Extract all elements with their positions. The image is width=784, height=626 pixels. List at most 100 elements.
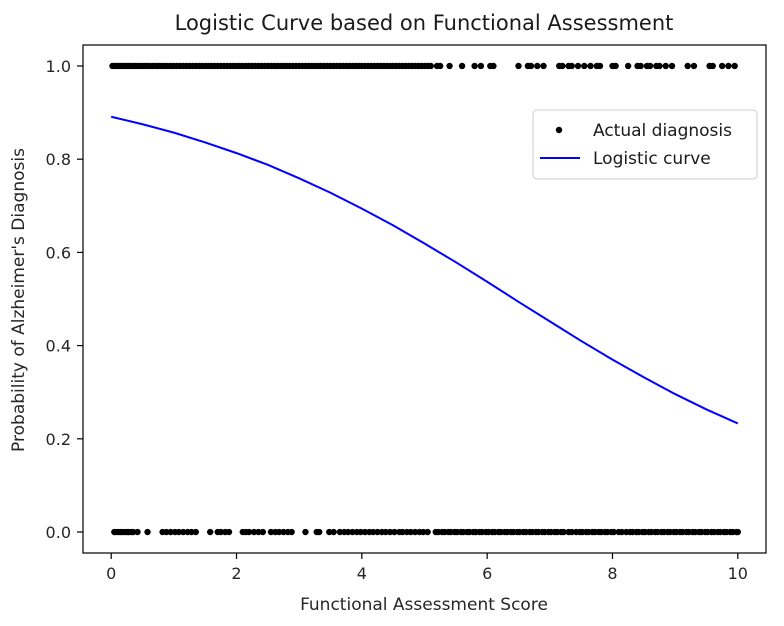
data-point-diagnosis-0 bbox=[420, 528, 427, 536]
data-point-diagnosis-1 bbox=[662, 62, 669, 70]
y-tick-label: 0.4 bbox=[46, 337, 71, 356]
x-tick-label: 4 bbox=[357, 564, 367, 583]
data-point-diagnosis-1 bbox=[477, 62, 485, 70]
data-point-diagnosis-0 bbox=[734, 528, 742, 536]
data-point-diagnosis-0 bbox=[424, 528, 431, 536]
data-point-diagnosis-1 bbox=[559, 62, 566, 70]
data-point-diagnosis-0 bbox=[225, 528, 233, 536]
data-point-diagnosis-1 bbox=[624, 62, 632, 70]
data-point-diagnosis-1 bbox=[612, 62, 619, 70]
data-point-diagnosis-0 bbox=[180, 528, 187, 536]
data-point-diagnosis-0 bbox=[610, 528, 617, 536]
data-point-diagnosis-1 bbox=[596, 62, 604, 70]
data-point-diagnosis-0 bbox=[369, 528, 377, 536]
data-point-diagnosis-1 bbox=[690, 62, 698, 70]
data-point-diagnosis-1 bbox=[646, 62, 654, 70]
legend-label-logistic-curve: Logistic curve bbox=[593, 149, 711, 169]
data-point-diagnosis-1 bbox=[534, 62, 541, 70]
data-point-diagnosis-0 bbox=[302, 528, 309, 536]
logistic-curve-line bbox=[110, 115, 739, 425]
data-point-diagnosis-0 bbox=[374, 528, 381, 536]
data-point-diagnosis-0 bbox=[280, 528, 287, 536]
data-point-diagnosis-0 bbox=[207, 528, 214, 536]
data-point-diagnosis-1 bbox=[656, 62, 663, 70]
x-axis-label: Functional Assessment Score bbox=[300, 595, 548, 615]
data-point-diagnosis-0 bbox=[357, 528, 364, 536]
x-tick-label: 8 bbox=[607, 564, 617, 583]
legend-marker-actual-diagnosis bbox=[555, 126, 563, 134]
data-point-diagnosis-0 bbox=[399, 528, 406, 536]
data-point-diagnosis-0 bbox=[192, 528, 199, 536]
data-point-diagnosis-1 bbox=[574, 62, 582, 70]
data-point-diagnosis-1 bbox=[515, 62, 522, 70]
y-tick-label: 1.0 bbox=[46, 57, 71, 76]
data-point-diagnosis-1 bbox=[581, 62, 588, 70]
data-point-diagnosis-1 bbox=[436, 62, 444, 70]
data-point-diagnosis-0 bbox=[267, 528, 275, 536]
x-tick-label: 2 bbox=[231, 564, 241, 583]
line-layer bbox=[110, 115, 739, 425]
data-point-diagnosis-1 bbox=[709, 62, 716, 70]
data-point-diagnosis-0 bbox=[259, 528, 267, 536]
data-point-diagnosis-0 bbox=[391, 528, 398, 536]
x-tick-label: 0 bbox=[106, 564, 116, 583]
legend-label-actual-diagnosis: Actual diagnosis bbox=[593, 121, 732, 141]
data-point-diagnosis-0 bbox=[618, 528, 626, 536]
data-point-diagnosis-0 bbox=[250, 528, 258, 536]
data-point-diagnosis-0 bbox=[344, 528, 352, 536]
data-point-diagnosis-0 bbox=[163, 528, 170, 536]
data-point-diagnosis-0 bbox=[288, 528, 295, 536]
data-point-diagnosis-1 bbox=[427, 62, 434, 70]
data-point-diagnosis-1 bbox=[731, 62, 738, 70]
data-point-diagnosis-1 bbox=[684, 62, 691, 70]
scatter-layer bbox=[109, 62, 742, 536]
data-point-diagnosis-1 bbox=[458, 62, 466, 70]
data-point-diagnosis-0 bbox=[361, 528, 369, 536]
data-point-diagnosis-0 bbox=[316, 528, 323, 536]
data-point-diagnosis-0 bbox=[386, 528, 394, 536]
data-point-diagnosis-1 bbox=[490, 62, 497, 70]
data-point-diagnosis-0 bbox=[167, 528, 174, 536]
x-tick-label: 6 bbox=[482, 564, 492, 583]
legend: Actual diagnosis Logistic curve bbox=[532, 109, 758, 180]
y-tick-label: 0.0 bbox=[46, 523, 71, 542]
data-point-diagnosis-0 bbox=[188, 528, 195, 536]
data-point-diagnosis-1 bbox=[527, 62, 535, 70]
data-point-diagnosis-0 bbox=[411, 528, 419, 536]
data-point-diagnosis-1 bbox=[471, 62, 478, 70]
data-point-diagnosis-1 bbox=[725, 62, 732, 70]
y-axis-label: Probability of Alzheimer's Diagnosis bbox=[9, 148, 29, 452]
data-point-diagnosis-1 bbox=[446, 62, 453, 70]
data-point-diagnosis-1 bbox=[668, 62, 676, 70]
y-tick-label: 0.6 bbox=[46, 243, 71, 262]
data-point-diagnosis-0 bbox=[330, 528, 337, 536]
data-point-diagnosis-0 bbox=[129, 528, 137, 536]
data-point-diagnosis-1 bbox=[637, 62, 644, 70]
data-point-diagnosis-1 bbox=[587, 62, 594, 70]
data-point-diagnosis-0 bbox=[217, 528, 225, 536]
plot-frame bbox=[82, 44, 767, 554]
y-tick-label: 0.2 bbox=[46, 430, 71, 449]
x-tick-label: 10 bbox=[728, 564, 748, 583]
data-point-diagnosis-0 bbox=[175, 528, 183, 536]
data-point-diagnosis-0 bbox=[349, 528, 356, 536]
data-point-diagnosis-0 bbox=[275, 528, 283, 536]
data-point-diagnosis-1 bbox=[568, 62, 575, 70]
chart-title: Logistic Curve based on Functional Asses… bbox=[175, 11, 674, 35]
data-point-diagnosis-1 bbox=[718, 62, 726, 70]
y-tick-label: 0.8 bbox=[46, 150, 71, 169]
data-point-diagnosis-0 bbox=[255, 528, 262, 536]
legend-box bbox=[532, 109, 758, 180]
data-point-diagnosis-0 bbox=[336, 528, 344, 536]
data-point-diagnosis-0 bbox=[407, 528, 414, 536]
data-point-diagnosis-0 bbox=[568, 528, 575, 536]
data-point-diagnosis-0 bbox=[144, 528, 151, 536]
data-point-diagnosis-0 bbox=[382, 528, 389, 536]
data-point-diagnosis-0 bbox=[134, 528, 141, 536]
data-point-diagnosis-0 bbox=[245, 528, 253, 536]
data-point-diagnosis-0 bbox=[560, 528, 567, 536]
data-point-diagnosis-0 bbox=[326, 528, 333, 536]
axes-layer: 0 2 4 6 8 10 0.0 0.2 0.4 0.6 0.8 1.0 bbox=[46, 57, 748, 583]
